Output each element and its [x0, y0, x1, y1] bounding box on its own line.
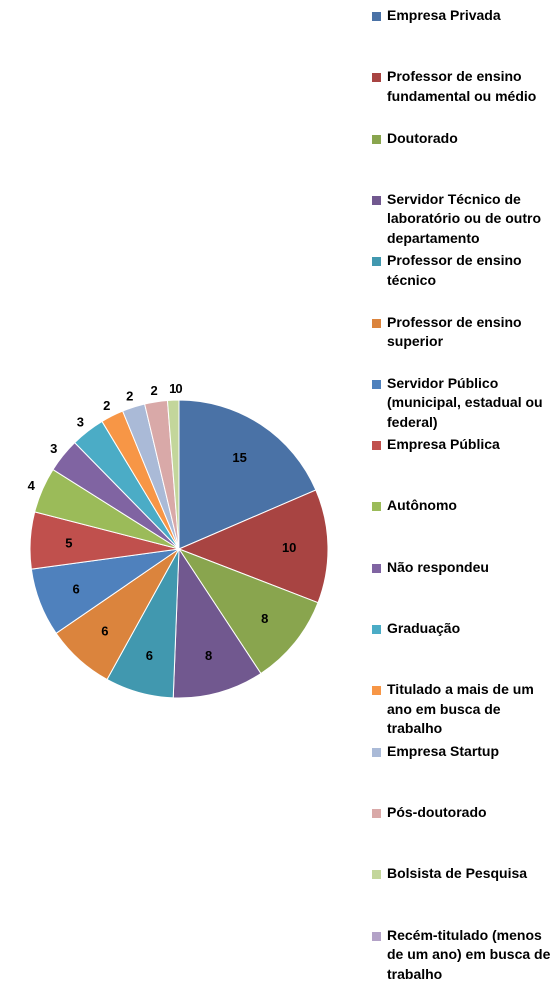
legend-swatch [372, 625, 381, 634]
legend-label: Professor de ensino técnico [387, 252, 522, 288]
legend-label: Recém-titulado (menos de um ano) em busc… [387, 926, 551, 982]
data-label-professor-de-ensino-fundamental-ou-medio: 10 [282, 540, 296, 555]
legend-label: Doutorado [387, 129, 458, 146]
legend-swatch [372, 931, 381, 941]
legend-label: Autônomo [387, 497, 457, 514]
pie-slice-bolsista-de-pesquisa [166, 399, 180, 550]
legend-swatch [372, 73, 381, 83]
legend-label: Professor de ensino fundamental ou médio [387, 68, 537, 104]
legend-label: Pós-doutorado [387, 803, 487, 820]
data-label-servidor-publico-municipal-estadual-ou-federal: 6 [72, 582, 79, 597]
legend-swatch [372, 686, 381, 696]
data-label-doutorado: 8 [261, 611, 268, 626]
data-label-graduacao: 3 [77, 415, 84, 430]
legend-label: Empresa Startup [387, 742, 500, 759]
legend-label: Titulado a mais de um ano em busca de tr… [387, 681, 534, 737]
legend-swatch [372, 12, 381, 21]
legend-swatch [372, 195, 381, 205]
pie-slice-empresa-privada [178, 399, 317, 550]
legend-label: Servidor Técnico de laboratório ou de ou… [387, 190, 541, 246]
data-label-empresa-startup: 2 [126, 389, 133, 404]
data-label-titulado-a-mais-de-um-ano-em-busca-de-trabalho: 2 [103, 398, 110, 413]
legend-swatch [372, 318, 381, 328]
data-label-autonomo: 4 [28, 478, 36, 493]
legend-label: Empresa Privada [387, 7, 501, 23]
legend-swatch [372, 870, 381, 880]
data-label-servidor-tecnico-de-laboratorio-ou-de-outro-departamento: 8 [205, 648, 212, 663]
legend-swatch [372, 379, 381, 389]
legend-swatch [372, 563, 381, 573]
pie-slice-doutorado [177, 547, 319, 675]
data-label-professor-de-ensino-tecnico: 6 [146, 648, 153, 663]
legend-label: Bolsista de Pesquisa [387, 865, 528, 882]
legend-swatch [372, 502, 381, 512]
legend-label: Servidor Público (municipal, estadual ou… [387, 374, 543, 430]
legend: Empresa Privada Professor de ensino funda… [372, 0, 554, 987]
legend-swatch [372, 134, 381, 144]
pie-slice-servidor-tecnico-de-laboratorio-ou-de-outro-departamento [172, 547, 262, 699]
data-label-empresa-publica: 5 [65, 536, 72, 551]
data-label-professor-de-ensino-superior: 6 [101, 624, 108, 639]
data-label-pos-doutorado: 2 [150, 383, 157, 398]
pie-slice-professor-de-ensino-fundamental-ou-medio [177, 489, 329, 604]
legend-label: Empresa Pública [387, 436, 500, 453]
legend-swatch [372, 257, 381, 267]
legend-label: Graduação [387, 620, 461, 636]
data-label-nao-respondeu: 3 [50, 441, 57, 456]
data-label-bolsista-de-pesquisa: 1 [169, 381, 176, 396]
legend-swatch [372, 808, 381, 818]
legend-swatch [372, 441, 381, 451]
data-label-recem-titulado-menos-de-um-ano-em-busca-de-trabalho: 0 [175, 381, 182, 396]
data-label-empresa-privada: 15 [232, 450, 246, 465]
legend-label: Professor de ensino superior [387, 313, 522, 350]
legend-swatch [372, 747, 381, 757]
legend-label: Não respondeu [387, 558, 489, 575]
